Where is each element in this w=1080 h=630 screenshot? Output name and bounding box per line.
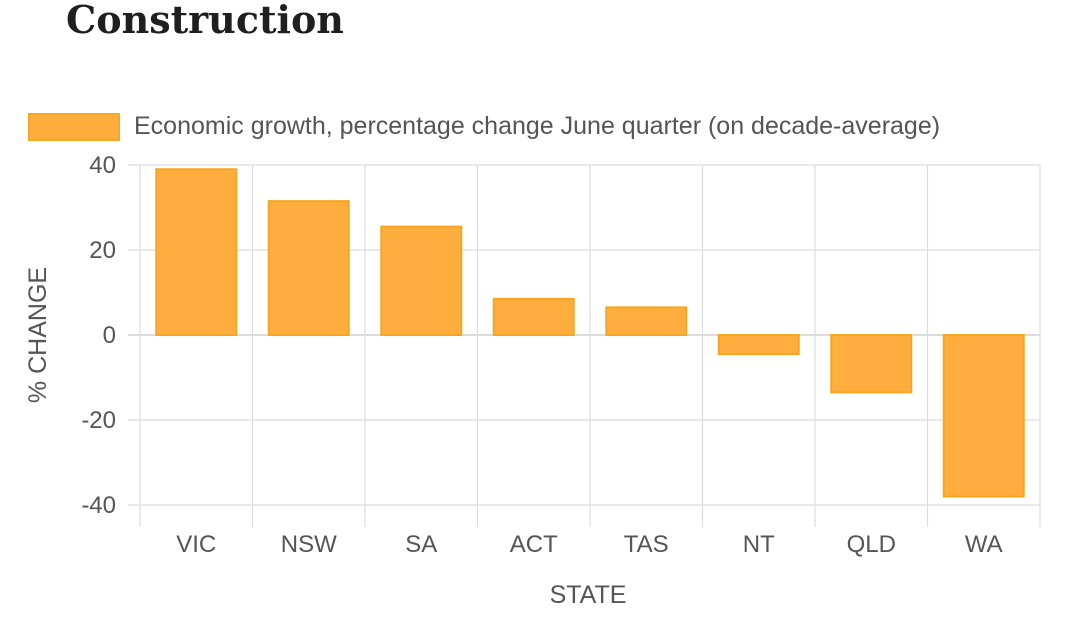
y-tick-label: -20 bbox=[81, 407, 116, 434]
bar-vic[interactable] bbox=[155, 168, 238, 336]
y-tick-label: 0 bbox=[103, 322, 116, 349]
bar-nsw[interactable] bbox=[267, 200, 350, 336]
bars-layer bbox=[155, 168, 1025, 498]
bar-nt[interactable] bbox=[717, 334, 800, 356]
y-tick-label: 20 bbox=[89, 237, 116, 264]
x-tick-label: TAS bbox=[624, 531, 669, 558]
x-tick-label: QLD bbox=[847, 531, 896, 558]
y-tick-label: 40 bbox=[89, 152, 116, 179]
bar-wa[interactable] bbox=[942, 334, 1025, 498]
bar-act[interactable] bbox=[492, 297, 575, 336]
x-axis-title: STATE bbox=[550, 581, 627, 609]
y-tick-label: -40 bbox=[81, 492, 116, 519]
y-axis-title: % CHANGE bbox=[24, 267, 52, 403]
bar-qld[interactable] bbox=[830, 334, 913, 394]
legend-swatch bbox=[28, 112, 120, 141]
x-tick-label: NSW bbox=[281, 531, 337, 558]
x-tick-label: VIC bbox=[176, 531, 216, 558]
bar-sa[interactable] bbox=[380, 225, 463, 336]
x-tick-label: WA bbox=[965, 531, 1003, 558]
chart-legend[interactable]: Economic growth, percentage change June … bbox=[28, 112, 940, 141]
ticks-layer: 40 20 0 -20 -40 VIC NSW SA ACT TAS NT QLD WA bbox=[81, 152, 1002, 558]
page-title: Construction bbox=[66, 0, 344, 42]
x-tick-label: ACT bbox=[510, 531, 558, 558]
bar-tas[interactable] bbox=[605, 306, 688, 336]
x-tick-label: SA bbox=[405, 531, 437, 558]
legend-label: Economic growth, percentage change June … bbox=[134, 112, 941, 140]
x-tick-label: NT bbox=[743, 531, 775, 558]
